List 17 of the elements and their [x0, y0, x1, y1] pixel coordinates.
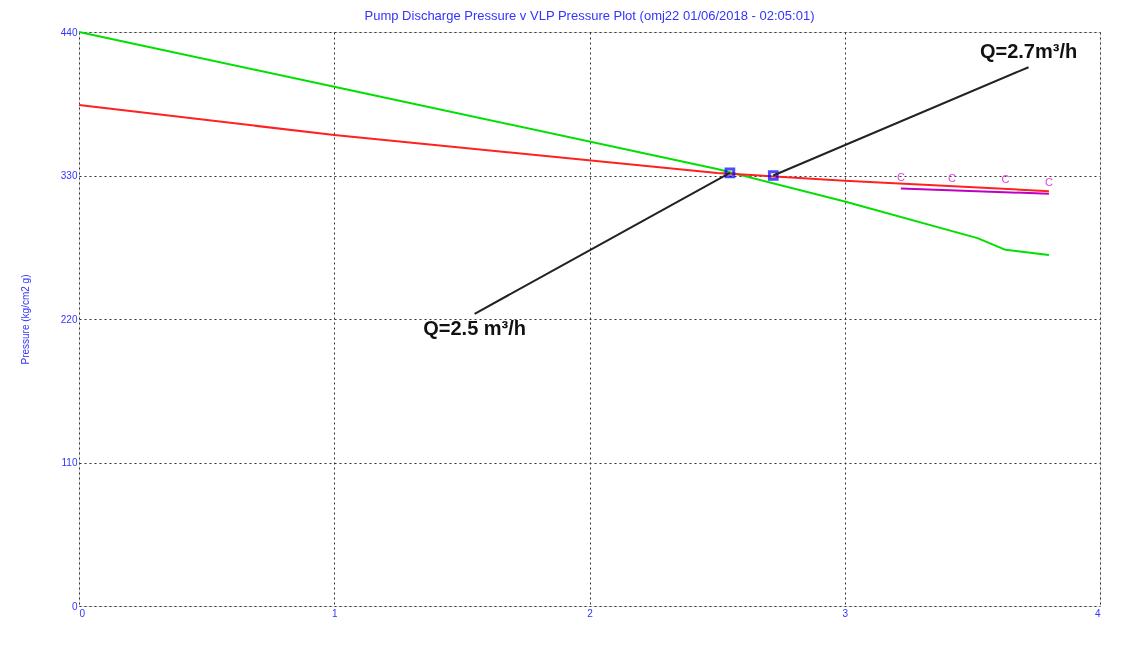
x-tick-label: 1 — [331, 607, 338, 619]
x-tick-label: 4 — [1094, 607, 1101, 619]
annotation: C — [1001, 173, 1010, 186]
x-tick-label: 0 — [79, 607, 86, 619]
chart-title: Pump Discharge Pressure v VLP Pressure Plot (omj22 01/06/2018 - 02:05:01) — [364, 8, 815, 23]
y-tick-label: 440 — [60, 26, 78, 38]
y-tick-label: 220 — [60, 313, 78, 325]
y-tick-label: 330 — [60, 170, 78, 181]
y-tick-label: 110 — [61, 457, 78, 468]
annotation: Q=2.5 m³/h — [423, 317, 527, 340]
annotation: C — [896, 170, 905, 183]
y-axis-title: Pressure (kg/cm2 g) — [19, 274, 31, 365]
annotation: Q=2.7m³/h — [979, 39, 1078, 62]
x-tick-label: 2 — [587, 607, 594, 619]
annotation: C — [1044, 175, 1053, 188]
annotation: C — [947, 171, 956, 184]
x-tick-label: 3 — [842, 607, 849, 619]
